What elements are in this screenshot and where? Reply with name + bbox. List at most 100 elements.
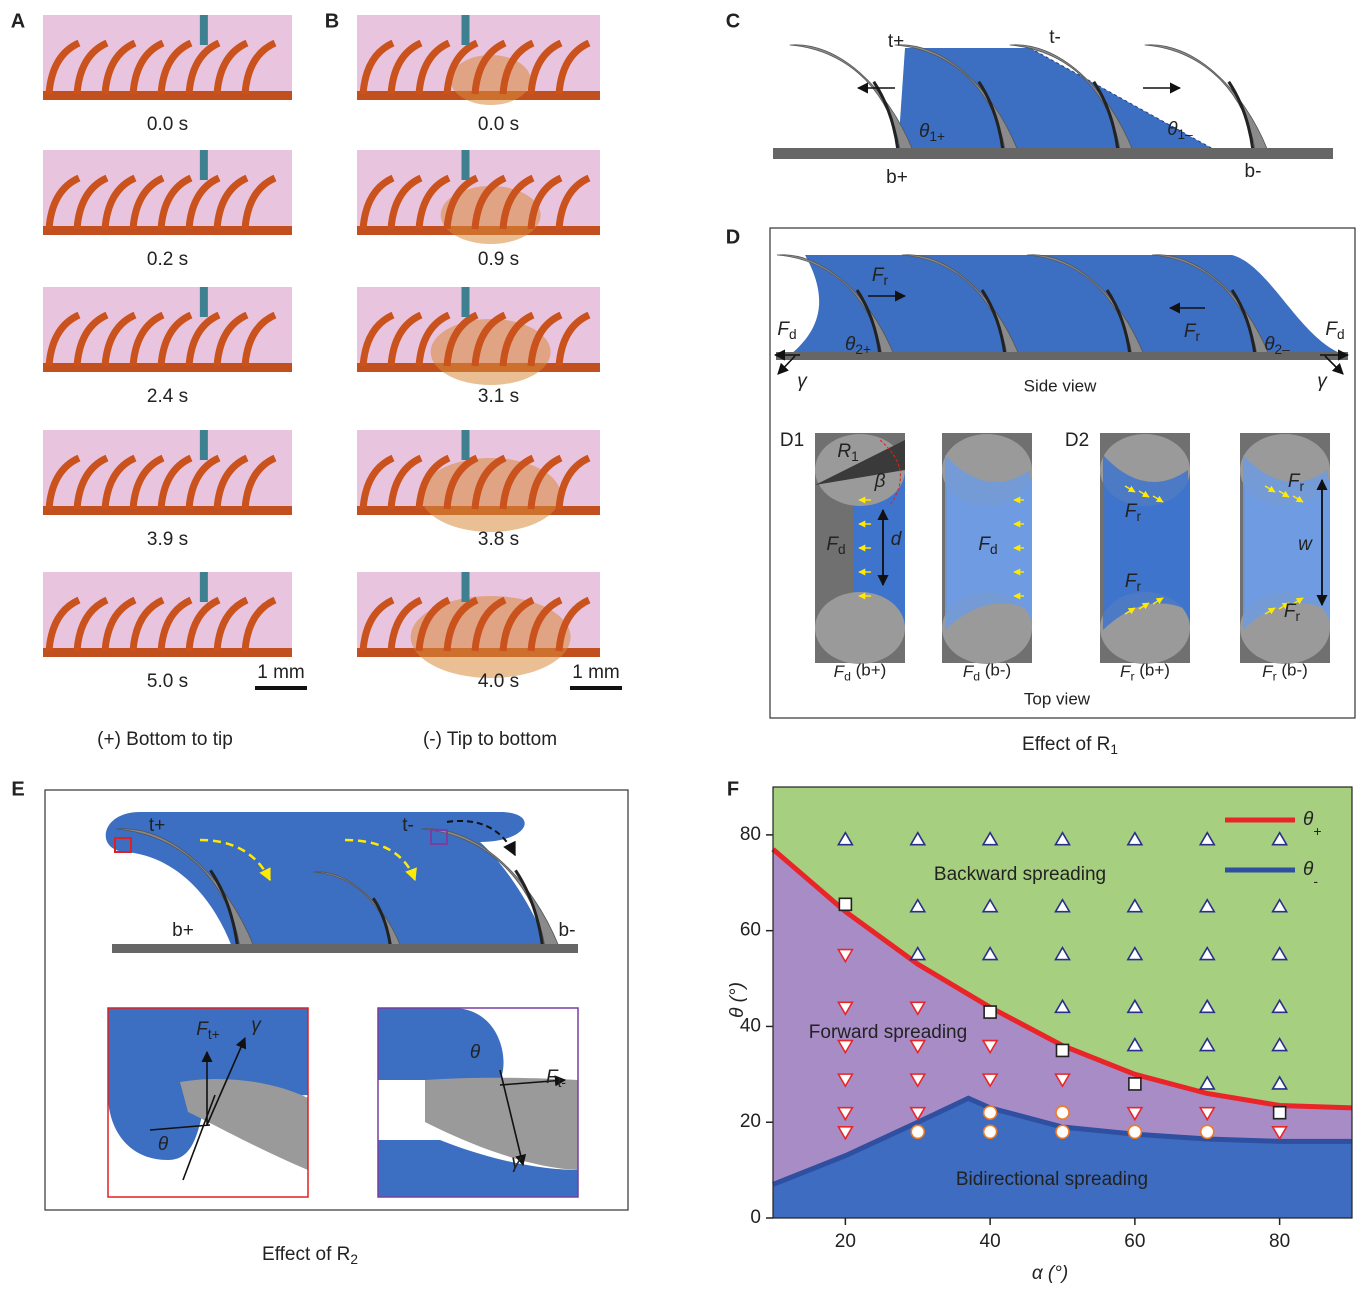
needle bbox=[461, 287, 469, 317]
y-tick-label: 0 bbox=[750, 1207, 761, 1228]
time-label: 2.4 s bbox=[147, 386, 188, 407]
label-sub: r bbox=[1296, 608, 1301, 623]
time-label: 3.1 s bbox=[478, 386, 519, 407]
x-axis-title: α (°) bbox=[1032, 1263, 1068, 1284]
point-label: b- bbox=[559, 920, 576, 941]
label-after: (b-) bbox=[980, 661, 1011, 680]
label-sub: 1 bbox=[851, 448, 859, 463]
panel-letter: D bbox=[726, 226, 740, 248]
math-label: w bbox=[1298, 534, 1313, 555]
label-sub: d bbox=[990, 541, 998, 556]
substrate bbox=[112, 944, 578, 953]
point-label: t+ bbox=[149, 815, 165, 836]
point-label: b- bbox=[1245, 161, 1262, 182]
region-label: Bidirectional spreading bbox=[956, 1169, 1148, 1190]
scale-bar bbox=[255, 686, 307, 690]
view-label: Side view bbox=[1024, 376, 1097, 395]
point bbox=[1128, 1125, 1141, 1138]
label-sub: 1– bbox=[1178, 126, 1194, 141]
legend-sub: - bbox=[1313, 873, 1318, 889]
region-label: Forward spreading bbox=[809, 1022, 967, 1043]
needle bbox=[200, 287, 208, 317]
needle bbox=[461, 15, 469, 45]
sub-panel-label: D2 bbox=[1065, 430, 1089, 451]
x-tick-label: 40 bbox=[980, 1231, 1001, 1252]
math-label: d bbox=[891, 529, 903, 550]
tile-caption: Fr (b-) bbox=[1262, 661, 1308, 684]
panel-letter: A bbox=[11, 10, 25, 32]
time-label: 0.2 s bbox=[147, 249, 188, 270]
tile-caption: Fr (b+) bbox=[1120, 661, 1170, 684]
label-sub: t+ bbox=[208, 1026, 220, 1041]
label-after: (b+) bbox=[851, 661, 886, 680]
blade-bottom bbox=[815, 592, 905, 664]
gamma-label: γ bbox=[1317, 371, 1328, 392]
label-sub: 2 bbox=[350, 1251, 358, 1266]
angle-label: θ bbox=[470, 1042, 481, 1063]
panel-letter: C bbox=[726, 10, 740, 32]
label-sub: r bbox=[1196, 328, 1201, 343]
y-tick-label: 80 bbox=[740, 824, 761, 845]
needle bbox=[200, 150, 208, 180]
caption: Effect of R1 bbox=[1022, 734, 1118, 756]
gamma-label: γ bbox=[511, 1152, 522, 1173]
tile-caption: Fd (b-) bbox=[963, 661, 1011, 684]
point-label: b+ bbox=[172, 920, 194, 941]
x-tick-label: 80 bbox=[1269, 1231, 1290, 1252]
time-label: 5.0 s bbox=[147, 671, 188, 692]
point bbox=[911, 1125, 924, 1138]
x-tick-label: 20 bbox=[835, 1231, 856, 1252]
point bbox=[984, 1106, 997, 1119]
time-label: 4.0 s bbox=[478, 671, 519, 692]
label-sub: t- bbox=[558, 1074, 566, 1089]
scale-label: 1 mm bbox=[257, 662, 305, 683]
point-label: t+ bbox=[888, 31, 904, 52]
scale-bar bbox=[570, 686, 622, 690]
needle bbox=[200, 572, 208, 602]
label-sub: r bbox=[1300, 478, 1305, 493]
figure: A0.0 s0.2 s2.4 s3.9 s5.0 s1 mm(+) Bottom… bbox=[0, 0, 1361, 1289]
label-sub: r bbox=[1137, 508, 1142, 523]
needle bbox=[200, 430, 208, 460]
point bbox=[984, 1006, 996, 1018]
substrate bbox=[773, 148, 1333, 159]
force-label: Fd bbox=[1325, 319, 1344, 341]
label-sub: d bbox=[1337, 326, 1345, 341]
time-label: 3.9 s bbox=[147, 529, 188, 550]
panel-letter: E bbox=[11, 778, 24, 800]
label-sub: d bbox=[789, 326, 797, 341]
point-label: t- bbox=[402, 815, 414, 836]
scale-label: 1 mm bbox=[572, 662, 620, 683]
droplet bbox=[451, 55, 531, 105]
point bbox=[1129, 1078, 1141, 1090]
needle bbox=[461, 150, 469, 180]
y-tick-label: 60 bbox=[740, 920, 761, 941]
angle-label: θ bbox=[158, 1134, 169, 1155]
label-sub: d bbox=[838, 541, 846, 556]
force-label: Fd bbox=[777, 319, 796, 341]
gamma-label: γ bbox=[251, 1015, 262, 1036]
time-label: 0.9 s bbox=[478, 249, 519, 270]
needle bbox=[461, 430, 469, 460]
gamma-label: γ bbox=[797, 371, 808, 392]
label-after: (b-) bbox=[1277, 661, 1308, 680]
label-sub: 2+ bbox=[855, 341, 871, 356]
panel-letter: B bbox=[325, 10, 339, 32]
label-sub: r bbox=[884, 272, 889, 287]
label-main: Effect of R bbox=[262, 1244, 350, 1265]
label-sub: 1+ bbox=[929, 128, 945, 143]
sub-panel-label: D1 bbox=[780, 430, 804, 451]
tile-caption: Fd (b+) bbox=[834, 661, 887, 684]
time-label: 3.8 s bbox=[478, 529, 519, 550]
y-axis-title: θ (°) bbox=[727, 982, 748, 1018]
legend-sub: + bbox=[1313, 823, 1321, 839]
label-sub: 2– bbox=[1275, 341, 1291, 356]
time-label: 0.0 s bbox=[478, 114, 519, 135]
point bbox=[1274, 1107, 1286, 1119]
point-label: b+ bbox=[886, 167, 908, 188]
point bbox=[839, 898, 851, 910]
point bbox=[1057, 1044, 1069, 1056]
point bbox=[1056, 1106, 1069, 1119]
point-label: t- bbox=[1049, 27, 1061, 48]
needle bbox=[461, 572, 469, 602]
